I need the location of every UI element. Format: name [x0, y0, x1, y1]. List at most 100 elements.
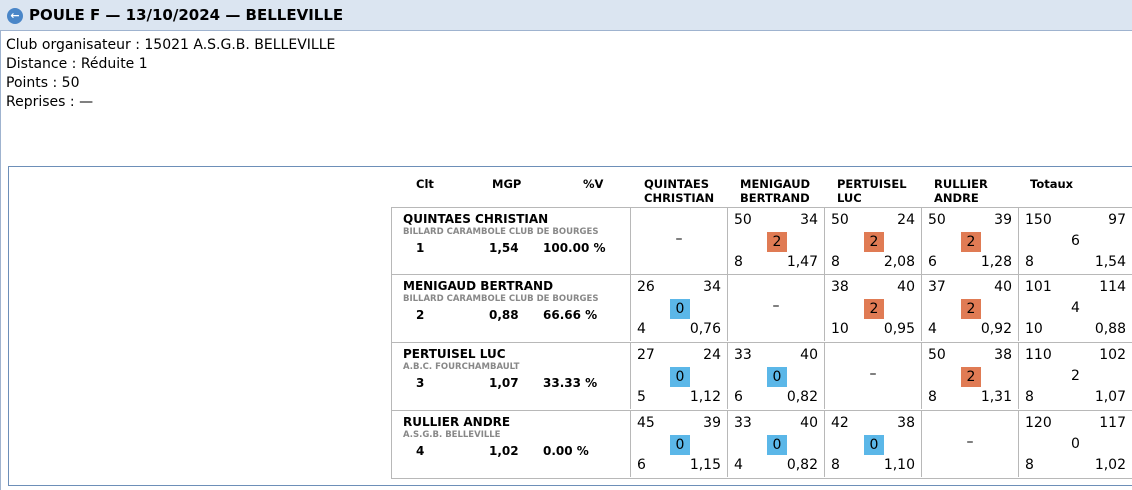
totals-cell: 150 97 8 1,54 6	[1018, 208, 1132, 274]
player-mgp: 1,54	[489, 241, 519, 255]
average: 1,10	[883, 457, 915, 473]
innings: 6	[928, 254, 937, 270]
player-rank: 1	[416, 241, 425, 255]
player-row: PERTUISEL LUC A.B.C. FOURCHAMBAULT 3 1,07 33…	[391, 343, 1132, 409]
innings: 8	[928, 389, 937, 405]
row-divider	[391, 478, 1132, 479]
average: 0,82	[786, 457, 818, 473]
average: 0,92	[980, 321, 1012, 337]
points-against: 40	[994, 279, 1012, 295]
header-opponent: QUINTAES CHRISTIAN	[644, 177, 714, 205]
row-divider	[391, 342, 1132, 343]
player-win-pct: 0.00 %	[543, 444, 589, 458]
match-cell: 37 40 4 0,92 2	[921, 275, 1018, 341]
player-row: QUINTAES CHRISTIAN BILLARD CARAMBOLE CLUB…	[391, 208, 1132, 274]
innings: 8	[734, 254, 743, 270]
points-for: 33	[734, 415, 752, 431]
average: 1,47	[786, 254, 818, 270]
self-match-cell: –	[824, 343, 921, 409]
innings: 6	[734, 389, 743, 405]
match-cell: 50 38 8 1,31 2	[921, 343, 1018, 409]
back-arrow-icon[interactable]: ←	[7, 8, 23, 24]
match-cell: 50 24 8 2,08 2	[824, 208, 921, 274]
player-name: RULLIER ANDRE	[403, 415, 511, 429]
player-name: QUINTAES CHRISTIAN	[403, 212, 549, 226]
title-bar: ← POULE F — 13/10/2024 — BELLEVILLE	[0, 0, 1132, 31]
self-match-cell: –	[921, 411, 1018, 477]
header-clt: Clt	[416, 177, 434, 191]
distance-line: Distance : Réduite 1	[6, 56, 148, 72]
match-cell: 50 39 6 1,28 2	[921, 208, 1018, 274]
organizer-line: Club organisateur : 15021 A.S.G.B. BELLE…	[6, 37, 336, 53]
innings: 4	[637, 321, 646, 337]
header-pctv: %V	[583, 177, 604, 191]
points-for: 27	[637, 347, 655, 363]
match-points-badge: 0	[767, 367, 787, 387]
points-for: 50	[734, 212, 752, 228]
total-match-points: 4	[1071, 300, 1080, 316]
points-for: 33	[734, 347, 752, 363]
points-against: 38	[994, 347, 1012, 363]
page-title: POULE F — 13/10/2024 — BELLEVILLE	[29, 6, 344, 24]
match-points-badge: 0	[864, 435, 884, 455]
points-against: 114	[1099, 279, 1126, 295]
no-match-dash: –	[675, 231, 683, 247]
points-for: 120	[1025, 415, 1052, 431]
innings: 8	[1025, 457, 1034, 473]
header-opponent-line: LUC	[837, 191, 862, 205]
totals-cell: 110 102 8 1,07 2	[1018, 343, 1132, 409]
player-name: PERTUISEL LUC	[403, 347, 506, 361]
match-points-badge: 0	[670, 299, 690, 319]
average: 1,07	[1094, 389, 1126, 405]
average: 2,08	[883, 254, 915, 270]
header-totaux: Totaux	[1030, 177, 1074, 191]
no-match-dash: –	[772, 298, 780, 314]
points-against: 40	[897, 279, 915, 295]
no-match-dash: –	[966, 434, 974, 450]
points-for: 42	[831, 415, 849, 431]
player-row: RULLIER ANDRE A.S.G.B. BELLEVILLE 4 1,02 0.0…	[391, 411, 1132, 477]
match-cell: 27 24 5 1,12 0	[630, 343, 727, 409]
player-rank: 3	[416, 376, 425, 390]
header-opponent-line: RULLIER	[934, 177, 988, 191]
row-divider	[391, 410, 1132, 411]
no-match-dash: –	[869, 366, 877, 382]
innings: 8	[1025, 389, 1034, 405]
player-info: PERTUISEL LUC A.B.C. FOURCHAMBAULT 3 1,07 33…	[391, 343, 629, 409]
player-rank: 4	[416, 444, 425, 458]
match-points-badge: 2	[961, 232, 981, 252]
row-divider	[391, 207, 1132, 208]
totals-cell: 120 117 8 1,02 0	[1018, 411, 1132, 477]
points-against: 34	[800, 212, 818, 228]
points-against: 39	[703, 415, 721, 431]
points-for: 37	[928, 279, 946, 295]
header-opponent: MENIGAUD BERTRAND	[740, 177, 810, 205]
points-against: 97	[1108, 212, 1126, 228]
total-match-points: 6	[1071, 233, 1080, 249]
points-against: 117	[1099, 415, 1126, 431]
match-points-badge: 0	[670, 435, 690, 455]
innings: 4	[928, 321, 937, 337]
points-for: 110	[1025, 347, 1052, 363]
match-points-badge: 2	[767, 232, 787, 252]
player-info: MENIGAUD BERTRAND BILLARD CARAMBOLE CLUB …	[391, 275, 629, 341]
header-mgp: MGP	[492, 177, 522, 191]
header-opponent-line: BERTRAND	[740, 191, 810, 205]
innings: 10	[1025, 321, 1043, 337]
points-against: 39	[994, 212, 1012, 228]
player-club: A.S.G.B. BELLEVILLE	[403, 430, 501, 440]
total-match-points: 0	[1071, 436, 1080, 452]
self-match-cell: –	[727, 275, 824, 341]
innings: 8	[1025, 254, 1034, 270]
points-for: 50	[831, 212, 849, 228]
innings: 5	[637, 389, 646, 405]
average: 0,76	[689, 321, 721, 337]
match-points-badge: 0	[767, 435, 787, 455]
points-for: 38	[831, 279, 849, 295]
match-cell: 33 40 6 0,82 0	[727, 343, 824, 409]
header-opponent-line: ANDRE	[934, 191, 979, 205]
match-cell: 45 39 6 1,15 0	[630, 411, 727, 477]
header-opponent-line: CHRISTIAN	[644, 191, 715, 205]
average: 0,82	[786, 389, 818, 405]
total-match-points: 2	[1071, 368, 1080, 384]
